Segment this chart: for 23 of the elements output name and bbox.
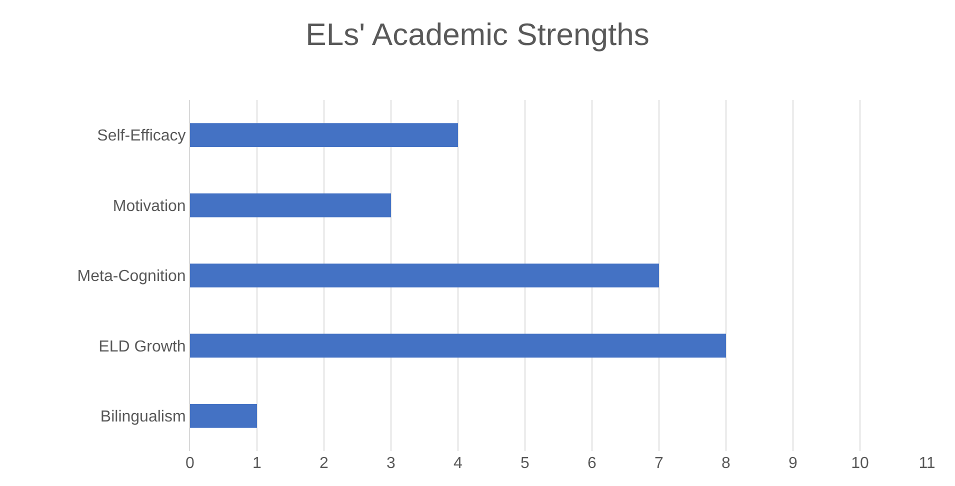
x-tick-label: 1 — [252, 455, 262, 472]
x-tick-label: 10 — [851, 455, 869, 472]
x-tick-label: 4 — [454, 455, 463, 472]
x-tick-label: 5 — [520, 455, 530, 472]
x-tick-label: 8 — [722, 455, 731, 472]
x-tick-label: 0 — [186, 455, 195, 472]
y-tick-label: Meta-Cognition — [77, 268, 186, 286]
bar — [190, 193, 391, 218]
x-tick-label: 7 — [654, 455, 664, 472]
y-tick-label: Motivation — [112, 198, 186, 215]
bar — [190, 334, 726, 358]
x-tick-label: 9 — [788, 455, 798, 472]
x-tick-label: 11 — [918, 455, 936, 472]
y-tick-label: Self-Efficacy — [97, 128, 186, 145]
chart-title: ELs' Academic Strengths — [306, 16, 650, 52]
y-tick-label: ELD Growth — [98, 338, 186, 356]
x-tick-label: 2 — [320, 455, 329, 472]
bar — [190, 404, 257, 428]
x-tick-label: 6 — [588, 455, 597, 472]
y-tick-label: Bilingualism — [100, 408, 186, 426]
bar — [190, 123, 458, 148]
x-tick-label: 3 — [386, 455, 396, 472]
bar — [190, 264, 659, 288]
